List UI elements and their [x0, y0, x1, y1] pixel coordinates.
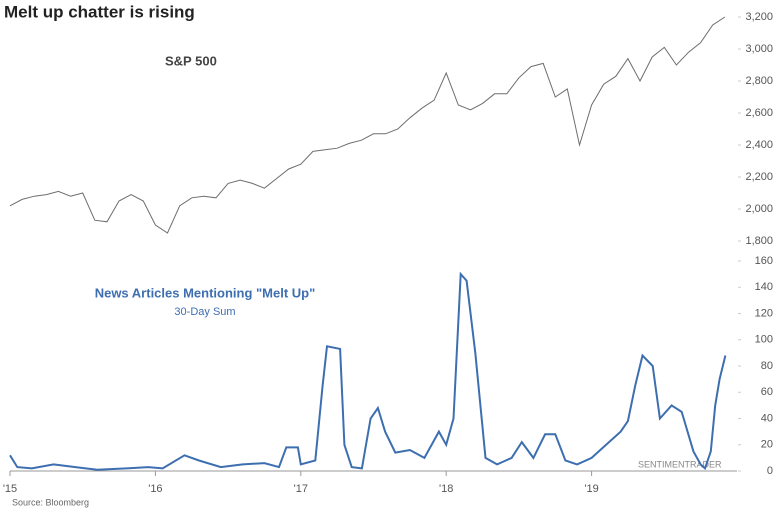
y-tick-label: 100: [755, 334, 773, 346]
y-tick-label: 2,800: [745, 75, 773, 87]
panel-title: S&P 500: [165, 53, 217, 68]
x-tick-label: '15: [3, 483, 17, 495]
y-tick-label: 2,200: [745, 171, 773, 183]
y-tick-label: 3,000: [745, 43, 773, 55]
x-tick-label: '17: [294, 483, 308, 495]
series-line: [9, 16, 726, 234]
y-tick-label: 0: [767, 465, 773, 477]
series-line: [9, 271, 727, 471]
y-tick-label: 1,800: [745, 235, 773, 247]
y-tick-label: 20: [761, 439, 773, 451]
source: Source: Bloomberg: [12, 497, 89, 507]
y-tick-label: 3,200: [745, 11, 773, 23]
watermark: SENTIMENTRADER: [638, 459, 722, 469]
y-tick-label: 60: [761, 386, 773, 398]
x-tick-label: '16: [148, 483, 162, 495]
y-tick-label: 140: [755, 281, 773, 293]
y-tick-label: 2,000: [745, 203, 773, 215]
x-tick-label: '18: [439, 483, 453, 495]
y-tick-label: 2,400: [745, 139, 773, 151]
x-tick-label: '19: [584, 483, 598, 495]
y-tick-label: 40: [761, 412, 773, 424]
page-title: Melt up chatter is rising: [4, 2, 195, 21]
y-tick-label: 80: [761, 360, 773, 372]
panel-subtitle: 30-Day Sum: [174, 306, 235, 318]
y-tick-label: 160: [755, 255, 773, 267]
panel-title: News Articles Mentioning "Melt Up": [95, 285, 316, 300]
y-tick-label: 120: [755, 307, 773, 319]
y-tick-label: 2,600: [745, 107, 773, 119]
